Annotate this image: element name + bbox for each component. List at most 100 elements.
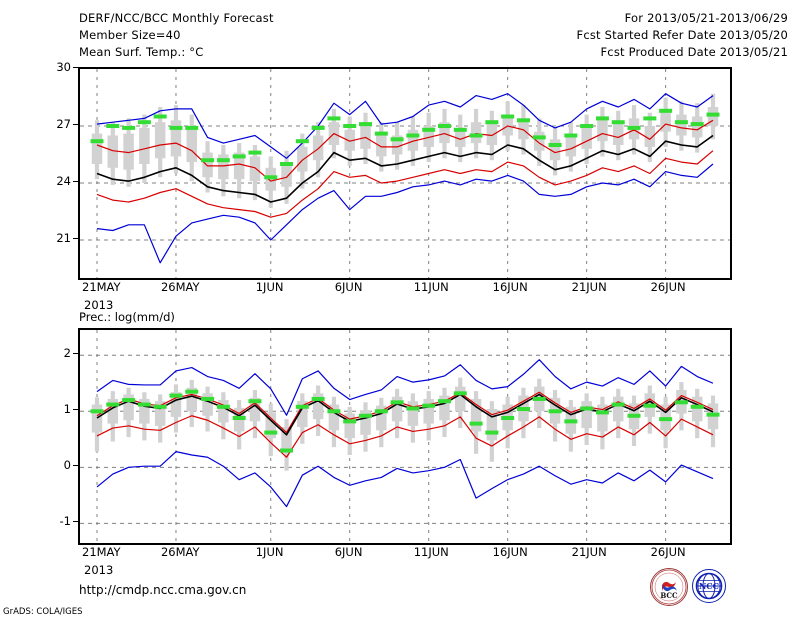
interquartile-box <box>123 133 134 170</box>
median-marker <box>659 417 673 422</box>
median-marker <box>437 399 451 404</box>
median-marker <box>611 402 625 407</box>
median-marker <box>137 402 151 407</box>
source-url[interactable]: http://cmdp.ncc.cma.gov.cn <box>79 583 247 597</box>
interquartile-box <box>170 392 182 417</box>
interquartile-box <box>565 135 577 157</box>
median-marker <box>232 416 246 421</box>
median-marker <box>595 410 609 415</box>
median-marker <box>122 398 136 403</box>
median-marker <box>548 143 562 147</box>
interquartile-box <box>281 162 292 187</box>
median-marker <box>422 403 436 408</box>
y-axis-tick-mark <box>73 123 79 125</box>
median-marker <box>201 158 215 163</box>
interquartile-box <box>581 401 592 429</box>
x-axis-tick-label: 6JUN <box>334 545 363 559</box>
interquartile-box <box>455 127 466 147</box>
y-axis-tick-label: -1 <box>59 514 71 529</box>
median-marker <box>280 448 294 453</box>
median-marker <box>674 120 688 125</box>
x-axis-tick-label: 26MAY <box>160 545 200 559</box>
series-line <box>96 134 714 203</box>
series-line <box>96 163 714 264</box>
ncc-logo: NCC <box>691 568 727 604</box>
grads-credit: GrADS: COLA/IGES <box>3 607 83 617</box>
interquartile-box <box>518 118 529 140</box>
interquartile-box <box>123 394 134 421</box>
median-marker <box>216 404 230 409</box>
interquartile-box <box>297 146 308 172</box>
median-marker <box>137 120 151 125</box>
interquartile-box <box>202 393 213 416</box>
precipitation-panel-plot-area <box>80 330 730 543</box>
interquartile-box <box>486 409 498 441</box>
median-marker <box>374 409 388 414</box>
median-marker <box>122 125 136 130</box>
header-left-block: DERF/NCC/BCC Monthly Forecast Member Siz… <box>79 10 274 61</box>
median-marker <box>690 404 704 409</box>
precipitation-axis-year: 2013 <box>84 563 114 577</box>
interquartile-box <box>581 127 592 149</box>
median-marker <box>643 116 657 121</box>
median-marker <box>706 412 720 417</box>
interquartile-box <box>407 129 419 151</box>
interquartile-box <box>218 154 229 180</box>
median-marker <box>437 124 451 128</box>
interquartile-box <box>312 135 324 161</box>
x-axis-tick-label: 11JUN <box>413 545 449 559</box>
median-marker <box>280 162 294 166</box>
median-marker <box>201 396 215 401</box>
x-axis-tick-label: 11JUN <box>413 280 449 294</box>
x-axis-tick-label: 6JUN <box>334 280 363 294</box>
median-marker <box>248 399 262 404</box>
interquartile-box <box>344 413 355 439</box>
interquartile-box <box>597 120 608 142</box>
interquartile-box <box>597 404 608 432</box>
forecast-period-label: For 2013/05/21-2013/06/29 <box>624 11 788 25</box>
interquartile-box <box>549 139 561 161</box>
median-marker <box>169 393 183 398</box>
median-marker <box>90 139 104 144</box>
svg-text:NCC: NCC <box>699 581 719 591</box>
interquartile-box <box>139 127 150 164</box>
interquartile-box <box>170 120 182 157</box>
interquartile-box <box>281 426 292 453</box>
median-marker <box>453 127 467 132</box>
series-line <box>96 359 714 416</box>
median-marker <box>595 116 609 121</box>
median-marker <box>90 409 104 414</box>
interquartile-box <box>691 396 703 422</box>
series-line <box>96 391 714 434</box>
median-marker <box>453 391 467 396</box>
interquartile-box <box>612 124 624 145</box>
median-marker <box>311 125 325 130</box>
header-right-block: For 2013/05/21-2013/06/29 Fcst Started R… <box>577 10 789 61</box>
median-marker <box>406 133 420 138</box>
x-axis-tick-label: 1JUN <box>255 280 284 294</box>
x-axis-tick-label: 21MAY <box>82 545 121 559</box>
interquartile-box <box>139 398 150 424</box>
interquartile-box <box>470 122 482 144</box>
y-axis-tick-mark <box>73 180 79 182</box>
median-marker <box>264 430 278 435</box>
median-marker <box>674 400 688 405</box>
median-marker <box>264 175 278 180</box>
median-marker <box>580 124 594 128</box>
y-axis-tick-label: 30 <box>56 60 71 74</box>
median-marker <box>359 122 373 127</box>
median-marker <box>295 404 309 409</box>
median-marker <box>185 389 199 394</box>
median-marker <box>627 125 641 130</box>
median-marker <box>485 430 499 435</box>
interquartile-box <box>407 401 419 426</box>
median-marker <box>469 421 483 426</box>
series-line <box>96 150 714 218</box>
interquartile-box <box>154 122 166 159</box>
median-marker <box>106 124 120 128</box>
interquartile-box <box>154 401 166 426</box>
interquartile-box <box>439 395 450 421</box>
precipitation-variable-label: Prec.: log(mm/d) <box>79 310 175 324</box>
interquartile-box <box>91 404 103 433</box>
median-marker-group <box>90 389 720 453</box>
